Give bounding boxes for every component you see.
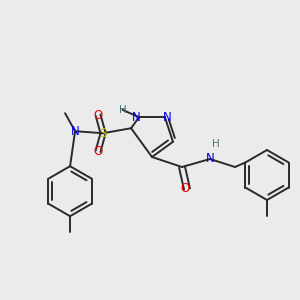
Text: N: N (206, 152, 214, 166)
Text: N: N (132, 111, 140, 124)
Text: O: O (94, 109, 103, 122)
Text: H: H (212, 139, 220, 149)
Text: H: H (119, 105, 127, 115)
Text: O: O (94, 145, 103, 158)
Text: N: N (163, 111, 171, 124)
Text: S: S (99, 127, 107, 140)
Text: O: O (180, 182, 190, 196)
Text: N: N (71, 125, 80, 138)
